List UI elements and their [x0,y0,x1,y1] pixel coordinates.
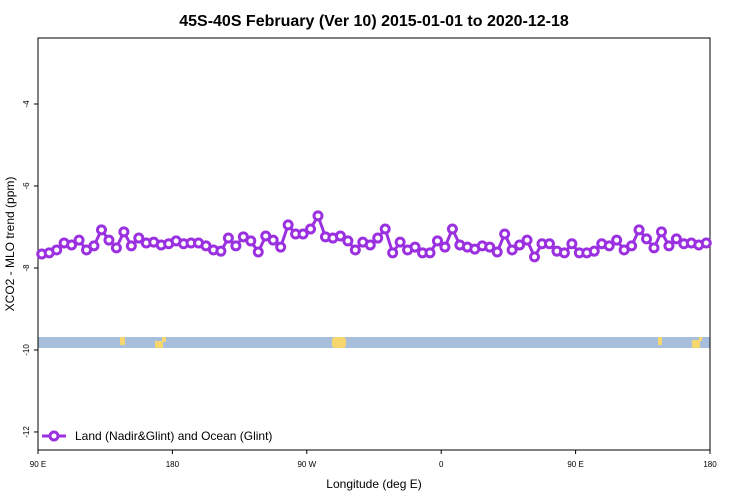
data-point [446,223,458,235]
data-point [633,224,645,236]
data-point [506,244,518,256]
data-point [245,235,257,247]
data-point [529,251,541,263]
data-point [700,237,712,249]
data-point [394,236,406,248]
data-point [133,232,145,244]
x-tick-label: 90 E [567,460,583,469]
data-point [110,242,122,254]
data-point [439,241,451,253]
data-point [387,247,399,259]
data-point [611,234,623,246]
data-point [103,234,115,246]
x-tick-label: 90 E [30,460,46,469]
data-point [230,240,242,252]
data-point [379,223,391,235]
data-point [626,240,638,252]
y-tick-label: -6 [22,182,31,190]
x-axis-label: Longitude (deg E) [326,477,421,491]
data-point [514,239,526,251]
data-point [364,239,376,251]
data-point [588,245,600,257]
data-point [670,233,682,245]
data-point [521,234,533,246]
data-point [484,241,496,253]
y-tick-label: -8 [22,264,31,272]
data-point [95,224,107,236]
x-tick-label: 0 [439,460,444,469]
data-point [222,232,234,244]
land-ocean-strip [38,337,710,348]
x-tick-label: 180 [703,460,717,469]
data-point [66,239,78,251]
data-point [431,235,443,247]
data-point [88,240,100,252]
chart-title: 45S-40S February (Ver 10) 2015-01-01 to … [179,13,569,30]
data-point [499,228,511,240]
data-point [51,244,63,256]
data-point [558,247,570,259]
y-tick-label: -12 [22,426,31,438]
data-point [73,234,85,246]
data-point [566,238,578,250]
data-point [342,235,354,247]
data-point [655,226,667,238]
y-tick-label: -10 [22,344,31,356]
data-point [267,234,279,246]
data-point [424,247,436,259]
data-point [349,244,361,256]
data-point [275,241,287,253]
data-point [305,223,317,235]
data-point [215,245,227,257]
y-axis-label: XCO2 - MLO trend (ppm) [3,177,17,312]
data-point [663,240,675,252]
legend-label: Land (Nadir&Glint) and Ocean (Glint) [75,429,272,443]
data-point [297,228,309,240]
data-point [648,242,660,254]
data-point [543,238,555,250]
y-tick-label: -4 [22,100,31,108]
data-point [312,210,324,222]
data-point [282,219,294,231]
data-point [252,246,264,258]
legend: Land (Nadir&Glint) and Ocean (Glint) [42,429,272,443]
data-point [118,226,130,238]
data-point [125,240,137,252]
x-tick-label: 180 [166,460,180,469]
data-point [491,246,503,258]
x-tick-label: 90 W [297,460,316,469]
data-point [334,230,346,242]
data-point [409,241,421,253]
data-point [641,233,653,245]
data-point [603,240,615,252]
data-point [372,232,384,244]
